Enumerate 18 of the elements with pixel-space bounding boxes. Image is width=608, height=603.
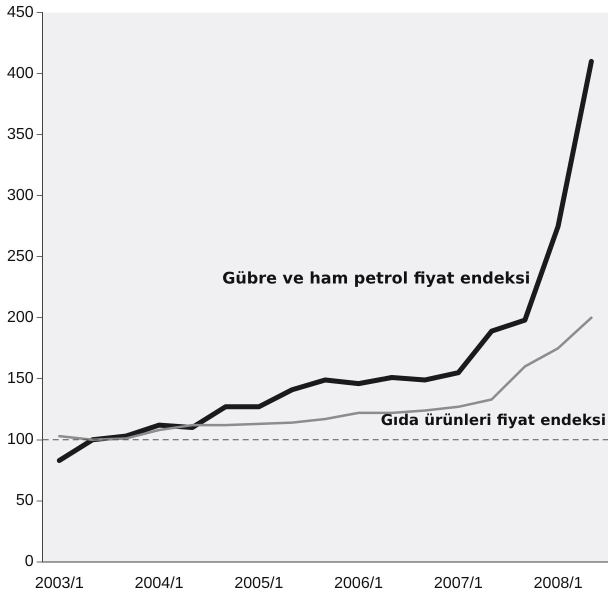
- x-tick-label: 2003/1: [34, 574, 84, 592]
- y-tick-label: 150: [6, 370, 34, 388]
- x-tick-label: 2005/1: [234, 574, 284, 592]
- y-tick-label: 50: [16, 492, 34, 510]
- y-tick-label: 450: [6, 4, 34, 22]
- x-tick-label: 2004/1: [134, 574, 184, 592]
- y-tick-label: 100: [6, 431, 34, 448]
- y-tick-label: 250: [6, 248, 34, 266]
- y-tick-label: 200: [6, 309, 34, 326]
- series-label: Gübre ve ham petrol fiyat endeksi: [222, 268, 530, 288]
- x-tick-label: 2006/1: [334, 574, 384, 592]
- y-tick-label: 0: [24, 553, 34, 570]
- series-label: Gıda ürünleri fiyat endeksi: [380, 411, 606, 430]
- x-tick-label: 2007/1: [434, 574, 483, 592]
- y-tick-label: 300: [6, 187, 34, 204]
- x-tick-label: 2008/1: [534, 574, 583, 592]
- y-tick-label: 350: [6, 126, 34, 144]
- y-tick-label: 400: [6, 65, 34, 82]
